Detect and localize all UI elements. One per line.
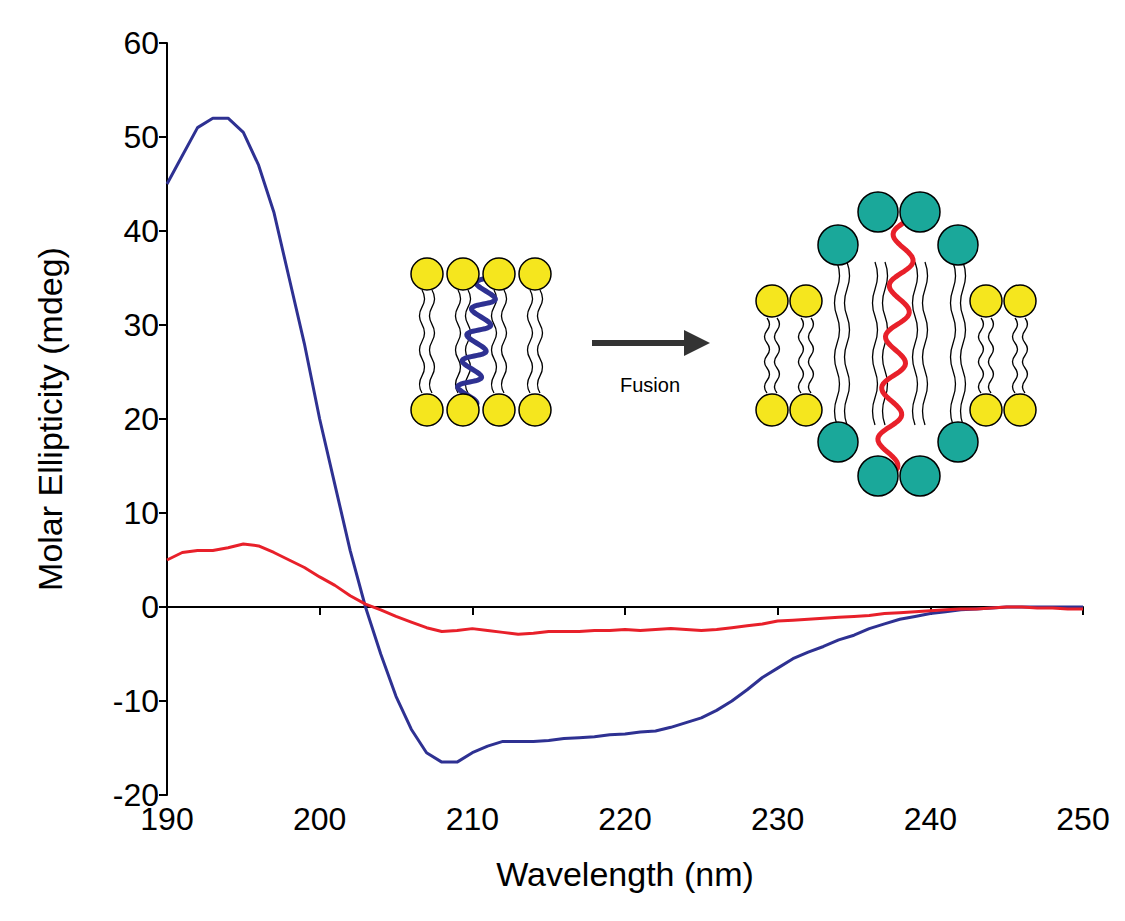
svg-text:-20: -20 <box>112 777 159 813</box>
svg-text:20: 20 <box>123 401 159 437</box>
svg-text:0: 0 <box>141 589 159 625</box>
svg-text:60: 60 <box>123 25 159 61</box>
svg-text:230: 230 <box>751 801 804 837</box>
svg-text:-10: -10 <box>113 683 159 719</box>
svg-text:Molar Ellipticity (mdeg): Molar Ellipticity (mdeg) <box>31 247 69 591</box>
svg-text:190: 190 <box>140 801 193 837</box>
svg-text:Fusion: Fusion <box>620 374 680 396</box>
svg-text:40: 40 <box>123 213 159 249</box>
svg-text:250: 250 <box>1056 801 1109 837</box>
svg-text:50: 50 <box>123 119 159 155</box>
svg-text:Wavelength (nm): Wavelength (nm) <box>496 855 754 893</box>
svg-text:210: 210 <box>446 801 499 837</box>
svg-text:30: 30 <box>123 307 159 343</box>
svg-text:10: 10 <box>123 495 159 531</box>
svg-text:240: 240 <box>904 801 957 837</box>
svg-text:220: 220 <box>598 801 651 837</box>
svg-text:200: 200 <box>293 801 346 837</box>
